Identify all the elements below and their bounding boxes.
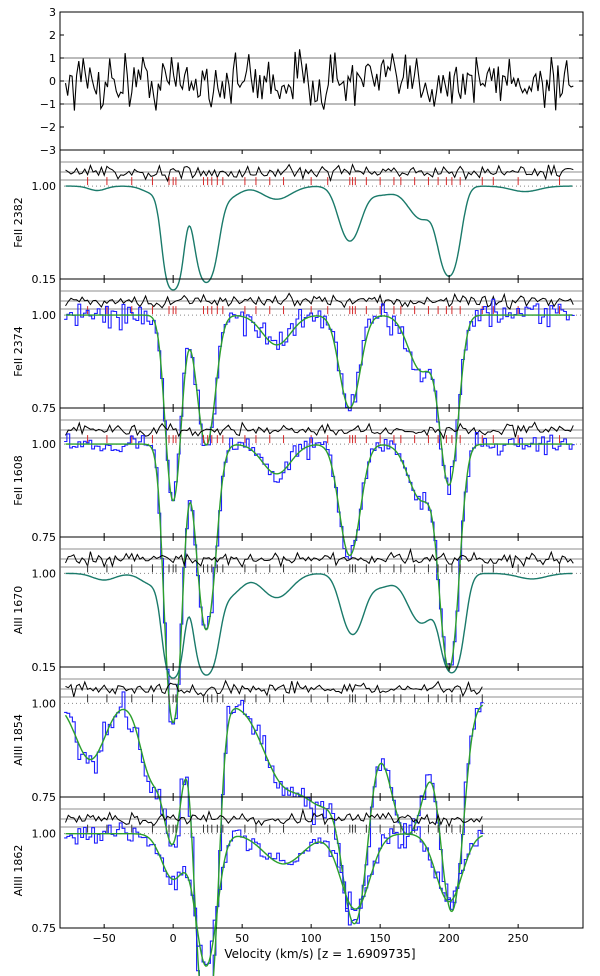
ion-label: AlIII 1862: [12, 845, 25, 897]
observed-data-line: [64, 822, 484, 965]
panels-group: 3 2 1 0 −1 −2 −3 1.00 0.15 FeII 2382 1.00 0.75 FeII …: [12, 6, 584, 976]
panel-frame: [59, 796, 584, 929]
observed-data-line: [64, 298, 575, 502]
model-fit-line: [64, 704, 484, 976]
panel-frame: [59, 149, 584, 280]
panel-feii-1608: 1.00 0.75 FeII 1608: [12, 407, 584, 725]
ymin-label: 0.15: [32, 273, 57, 286]
ymin-label: 0.75: [32, 402, 57, 415]
strip-residual-line: [65, 292, 574, 311]
ref-level-label: 1.00: [32, 828, 57, 841]
residual-ytick-label: −2: [40, 121, 56, 134]
model-fit-line: [65, 572, 573, 679]
xtick-label: 50: [235, 932, 249, 945]
residual-series-line: [64, 49, 574, 111]
model-fit-line: [65, 185, 573, 291]
residual-ytick-label: 1: [49, 52, 56, 65]
panel-frame: [59, 407, 584, 538]
residual-ytick-label: −1: [40, 98, 56, 111]
ref-level-label: 1.00: [32, 567, 57, 580]
residual-ytick-label: −3: [40, 144, 56, 157]
ion-label: FeII 2382: [12, 197, 25, 247]
xtick-label: 0: [170, 932, 177, 945]
ymin-label: 0.75: [32, 791, 57, 804]
ymin-label: 0.75: [32, 922, 57, 935]
xtick-label: −50: [93, 932, 116, 945]
ion-label: FeII 1608: [12, 455, 25, 505]
model-fit-line: [65, 314, 573, 502]
xtick-label: 150: [370, 932, 391, 945]
observed-data-line: [64, 432, 575, 725]
ion-label: AlIII 1854: [12, 714, 25, 766]
panel-alii-1670: 1.00 0.15 AlII 1670: [12, 536, 584, 679]
panel-feii-2374: 1.00 0.75 FeII 2374: [12, 278, 584, 502]
panel-aliii-1862: 1.00 0.75 AlIII 1862: [12, 796, 584, 967]
xtick-label: 100: [301, 932, 322, 945]
ref-level-label: 1.00: [32, 438, 57, 451]
panel-aliii-1854: 1.00 0.75 AlIII 1854: [12, 666, 584, 976]
residual-ytick-label: 2: [49, 29, 56, 42]
model-fit-line: [65, 443, 573, 724]
ref-level-label: 1.00: [32, 697, 57, 710]
ion-label: AlII 1670: [12, 586, 25, 635]
ref-level-label: 1.00: [32, 180, 57, 193]
x-axis-label: Velocity (km/s) [z = 1.6909735]: [224, 947, 415, 961]
residual-panel: 3 2 1 0 −1 −2 −3: [40, 6, 584, 157]
model-fit-line: [65, 833, 484, 967]
strip-residual-line: [65, 679, 483, 698]
xtick-label: 200: [439, 932, 460, 945]
strip-residual-line: [65, 163, 574, 183]
strip-residual-line: [65, 547, 574, 569]
panel-feii-2382: 1.00 0.15 FeII 2382: [12, 149, 584, 291]
panel-frame: [59, 278, 584, 409]
residual-ytick-label: 0: [49, 75, 56, 88]
ion-label: FeII 2374: [12, 326, 25, 376]
ref-level-label: 1.00: [32, 309, 57, 322]
ymin-label: 0.15: [32, 661, 57, 674]
residual-ytick-label: 3: [49, 6, 56, 19]
xtick-label: 250: [508, 932, 529, 945]
strip-residual-line: [65, 421, 574, 440]
ymin-label: 0.75: [32, 531, 57, 544]
strip-residual-line: [65, 808, 483, 828]
